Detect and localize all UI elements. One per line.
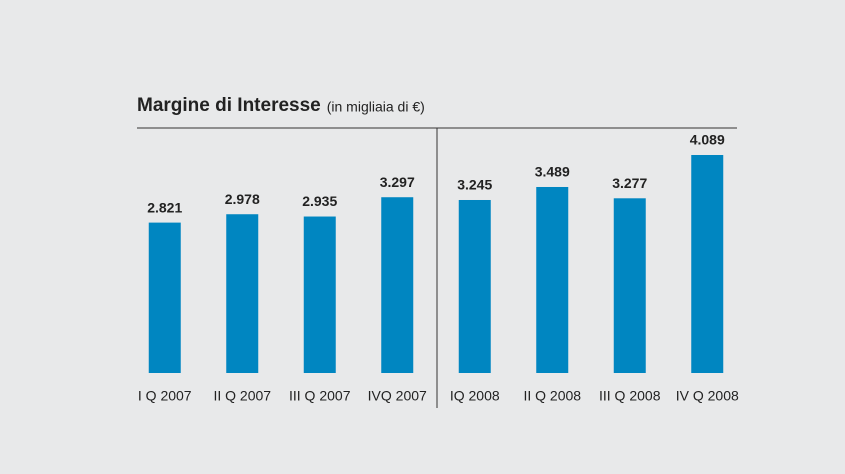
x-tick-label: IV Q 2008 bbox=[676, 388, 739, 404]
bar bbox=[536, 186, 569, 373]
bar bbox=[458, 199, 491, 373]
value-label: 3.245 bbox=[457, 177, 492, 193]
value-label: 4.089 bbox=[690, 132, 725, 148]
chart-subtitle: (in migliaia di €) bbox=[327, 99, 425, 115]
x-tick-label: II Q 2008 bbox=[523, 388, 581, 404]
value-label: 3.297 bbox=[380, 174, 415, 190]
bar bbox=[691, 155, 724, 373]
value-label: 2.978 bbox=[225, 191, 260, 207]
bar bbox=[226, 214, 259, 373]
x-tick-label: III Q 2007 bbox=[289, 388, 351, 404]
x-tick-label: IVQ 2007 bbox=[368, 388, 427, 404]
bar bbox=[381, 197, 414, 373]
x-tick-label: II Q 2007 bbox=[213, 388, 271, 404]
value-label: 2.821 bbox=[147, 199, 182, 215]
x-tick-label: III Q 2008 bbox=[599, 388, 661, 404]
value-label: 2.935 bbox=[302, 193, 337, 209]
bar bbox=[148, 222, 181, 373]
x-tick-label: IQ 2008 bbox=[450, 388, 500, 404]
value-label: 3.489 bbox=[535, 164, 570, 180]
x-tick-label: I Q 2007 bbox=[138, 388, 192, 404]
bar bbox=[303, 216, 336, 373]
chart-title: Margine di Interesse bbox=[137, 95, 321, 116]
value-label: 3.277 bbox=[612, 175, 647, 191]
bar bbox=[613, 198, 646, 373]
